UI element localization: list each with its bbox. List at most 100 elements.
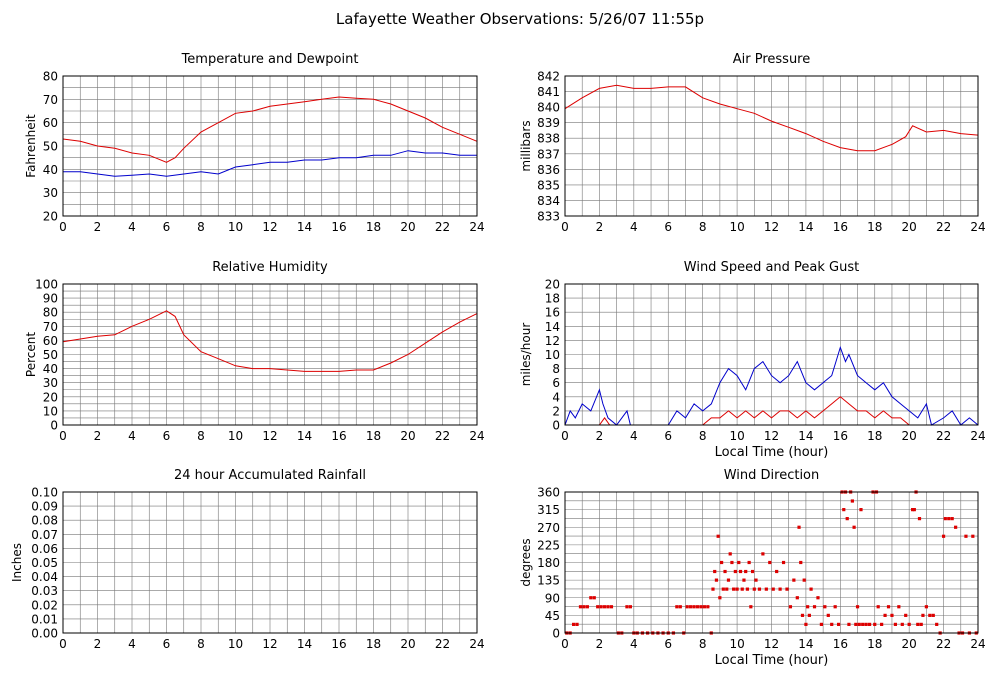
data-point — [819, 622, 824, 626]
chart-grid — [565, 284, 978, 425]
data-point — [850, 499, 854, 503]
data-point — [806, 605, 810, 609]
data-point — [768, 560, 772, 565]
y-axis-label: Percent — [24, 332, 38, 377]
data-point — [928, 613, 932, 617]
x-tick-label: 2 — [94, 637, 102, 651]
x-tick-label: 14 — [297, 429, 312, 443]
data-point — [692, 605, 696, 609]
chart-title: Temperature and Dewpoint — [181, 52, 359, 67]
y-tick-label: 10 — [43, 404, 58, 418]
y-tick-label: 0 — [50, 419, 58, 433]
x-tick-label: 12 — [764, 429, 779, 443]
y-tick-label: 90 — [43, 292, 58, 306]
data-point — [721, 587, 725, 591]
y-tick-label: 0.06 — [31, 542, 58, 556]
x-tick-label: 4 — [128, 429, 136, 443]
data-point — [935, 622, 939, 626]
data-point — [713, 569, 717, 574]
data-point — [964, 534, 968, 538]
data-point — [855, 605, 860, 609]
series-line-0 — [62, 96, 478, 163]
y-tick-label: 315 — [537, 503, 560, 517]
y-tick-label: 4 — [552, 390, 560, 404]
chart-title: Wind Speed and Peak Gust — [684, 260, 859, 275]
data-point — [578, 605, 583, 609]
x-tick-label: 2 — [94, 429, 102, 443]
data-point — [723, 569, 727, 574]
data-point — [785, 587, 789, 591]
x-tick-label: 4 — [128, 637, 136, 651]
data-point — [585, 605, 589, 609]
y-tick-label: 841 — [537, 85, 560, 99]
y-tick-label: 0.10 — [31, 486, 58, 500]
data-point — [761, 552, 765, 556]
x-tick-label: 18 — [867, 429, 882, 443]
data-point — [771, 587, 775, 591]
x-tick-label: 18 — [366, 637, 381, 651]
plot-frame — [564, 75, 979, 217]
data-point — [695, 605, 700, 609]
data-point — [733, 569, 737, 574]
x-tick-label: 10 — [228, 220, 243, 234]
x-tick-label: 0 — [561, 220, 569, 234]
chart-title: Wind Direction — [724, 468, 820, 483]
x-tick-label: 14 — [297, 637, 312, 651]
x-tick-label: 20 — [400, 429, 415, 443]
x-tick-label: 4 — [630, 429, 638, 443]
data-point — [931, 613, 935, 617]
y-tick-label: 834 — [537, 194, 560, 208]
y-tick-label: 0.07 — [31, 528, 58, 542]
data-point — [833, 605, 837, 609]
x-tick-label: 10 — [228, 429, 243, 443]
y-tick-label: 0 — [552, 419, 560, 433]
y-tick-label: 835 — [537, 178, 560, 192]
y-tick-label: 180 — [537, 556, 560, 570]
data-point — [592, 596, 596, 600]
data-point — [675, 605, 679, 609]
data-point — [802, 578, 806, 582]
y-tick-label: 0.02 — [31, 598, 58, 612]
data-point — [685, 605, 689, 609]
data-point — [971, 534, 975, 538]
chart-title: Relative Humidity — [212, 260, 328, 275]
data-point — [716, 534, 720, 538]
data-point — [795, 596, 799, 600]
y-tick-label: 839 — [537, 116, 560, 130]
data-point — [788, 605, 793, 609]
data-point — [689, 605, 693, 609]
data-point — [728, 552, 732, 556]
data-point — [764, 587, 768, 591]
y-tick-label: 0 — [552, 627, 560, 641]
plot-frame — [564, 283, 979, 426]
x-tick-label: 20 — [902, 429, 917, 443]
data-point — [718, 596, 722, 600]
y-tick-label: 50 — [43, 140, 58, 154]
y-tick-label: 20 — [545, 278, 560, 292]
x-tick-label: 2 — [94, 220, 102, 234]
data-point — [816, 596, 820, 600]
data-point — [904, 613, 908, 617]
x-tick-label: 8 — [197, 429, 205, 443]
data-point — [742, 578, 746, 582]
x-tick-label: 0 — [561, 429, 569, 443]
x-tick-label: 8 — [197, 637, 205, 651]
data-point — [678, 605, 682, 609]
x-tick-label: 12 — [262, 220, 277, 234]
x-tick-label: 18 — [867, 637, 882, 651]
y-tick-label: 842 — [537, 70, 560, 84]
y-tick-label: 80 — [43, 306, 58, 320]
data-point — [735, 587, 739, 591]
data-point — [852, 525, 856, 529]
x-tick-label: 6 — [664, 429, 672, 443]
data-point — [596, 605, 600, 609]
x-tick-label: 24 — [469, 220, 484, 234]
data-point — [876, 605, 880, 609]
y-tick-label: 2 — [552, 404, 560, 418]
x-tick-label: 12 — [262, 429, 277, 443]
data-point — [886, 605, 891, 609]
data-point — [572, 622, 576, 626]
x-tick-label: 10 — [228, 637, 243, 651]
x-tick-label: 22 — [435, 637, 450, 651]
